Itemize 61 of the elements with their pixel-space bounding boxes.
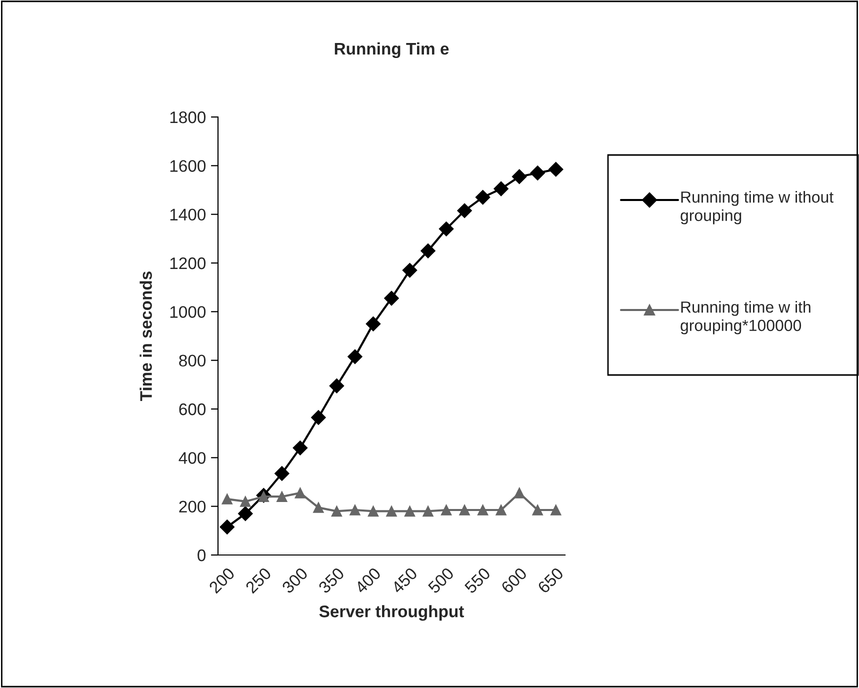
x-tick-label: 550 xyxy=(464,566,492,594)
y-tick-label: 0 xyxy=(198,549,206,562)
point xyxy=(366,316,381,332)
point xyxy=(313,502,324,513)
point xyxy=(348,349,362,364)
point xyxy=(331,506,342,517)
point xyxy=(368,506,379,517)
x-tick-label: 300 xyxy=(281,566,308,594)
chart-title: Running Tim e xyxy=(334,42,449,58)
x-tick-label: 400 xyxy=(354,566,382,594)
point xyxy=(292,440,308,456)
y-tick-label: 1200 xyxy=(170,257,206,270)
point xyxy=(329,378,344,394)
point xyxy=(386,506,397,517)
point xyxy=(240,496,251,507)
point xyxy=(384,290,399,306)
point xyxy=(222,494,233,504)
x-axis-title: Server throughput xyxy=(319,605,464,621)
point xyxy=(457,203,472,218)
y-tick-label: 1800 xyxy=(170,111,206,124)
point xyxy=(548,162,564,177)
point xyxy=(274,466,290,481)
point xyxy=(438,222,454,236)
point xyxy=(422,506,434,517)
legend-label: Running time w ith grouping*100000 xyxy=(680,301,810,334)
point xyxy=(532,504,543,516)
point xyxy=(404,506,416,517)
point xyxy=(496,504,506,516)
legend-label: Running time w ithout grouping xyxy=(680,191,834,224)
y-axis-title: Time in seconds xyxy=(140,272,152,401)
point xyxy=(512,169,527,184)
x-tick-label: 350 xyxy=(318,566,345,594)
point xyxy=(276,491,288,502)
x-tick-label: 650 xyxy=(537,566,564,594)
y-tick-label: 400 xyxy=(178,452,206,464)
point xyxy=(477,504,488,516)
point xyxy=(459,504,470,516)
y-tick-label: 600 xyxy=(179,403,206,416)
y-tick-label: 1600 xyxy=(170,160,206,172)
x-tick-label: 450 xyxy=(390,566,418,594)
point xyxy=(550,504,562,516)
y-tick-label: 1000 xyxy=(170,306,206,318)
point xyxy=(514,488,525,498)
point xyxy=(220,520,235,534)
x-tick-label: 600 xyxy=(500,566,528,594)
point xyxy=(494,181,508,196)
point xyxy=(294,488,306,498)
y-tick-label: 800 xyxy=(179,354,206,367)
point xyxy=(311,410,326,425)
x-tick-label: 200 xyxy=(208,566,236,594)
point xyxy=(440,504,452,516)
point xyxy=(420,243,436,258)
point xyxy=(530,166,545,180)
point xyxy=(402,262,418,278)
point xyxy=(350,504,360,516)
y-tick-label: 200 xyxy=(179,500,206,513)
point xyxy=(475,190,490,205)
y-tick-label: 1400 xyxy=(170,208,206,221)
x-tick-label: 250 xyxy=(244,566,272,594)
x-tick-label: 500 xyxy=(427,566,454,594)
point xyxy=(238,506,253,522)
